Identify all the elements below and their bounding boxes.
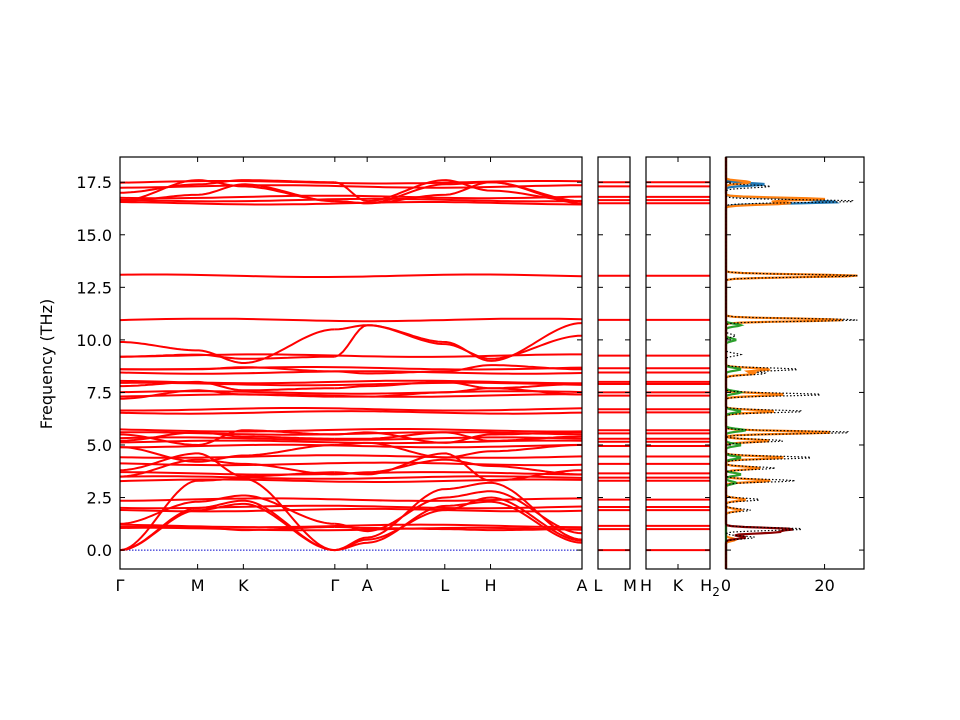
band-line [334,452,583,482]
band-line [120,353,335,360]
y-tick-label: 0.0 [87,541,112,560]
x-tick-label: M [191,576,205,595]
band-line [119,317,583,323]
band-line [119,436,583,441]
band-line [119,475,583,480]
x-tick-label: M [623,576,637,595]
band-line [120,366,335,373]
band-line [334,364,582,375]
band-line [334,490,583,535]
band-line [119,477,335,552]
band-line [119,502,335,552]
x-tick-label: H2 [700,576,720,599]
x-tick-label: H [485,576,497,595]
dos-series-3 [724,157,794,569]
band-line [120,443,583,449]
dos-series-1 [724,157,858,569]
band-line [120,380,335,392]
band-line [119,428,583,433]
band-line [334,380,582,390]
band-line [334,500,583,552]
y-tick-label: 15.0 [76,226,112,245]
band-line [334,181,583,205]
y-tick-label: 7.5 [87,383,112,402]
band-panel-main: Γ M K Γ A L H A 0.0 2.5 5.0 7.5 10.0 12.5 15.0 17.5 [76,156,588,595]
band-line [119,197,583,203]
x-tick-label: K [673,576,684,595]
band-line [119,410,583,415]
panel-frame [119,156,583,570]
band-line [119,370,583,375]
band-line [119,184,583,189]
band-line [334,431,582,444]
band-line [334,441,582,459]
band-line [119,273,583,278]
band-line [120,526,335,532]
band-line [119,458,335,478]
band-line [119,454,583,459]
band-line [119,497,583,502]
x-tick-label: K [238,576,249,595]
band-line [334,387,582,398]
x-tick-label: Γ [330,576,339,595]
x-tick-label: 0 [721,576,731,595]
y-axis-label: Frequency (THz) [37,299,56,429]
band-line [119,452,335,478]
y-tick-label: 2.5 [87,489,112,508]
dos-series-4 [725,157,858,569]
x-tick-label: A [362,576,373,595]
band-line [334,179,582,203]
dos-series-0 [724,157,840,569]
band-line [119,494,335,525]
band-line [120,179,335,194]
band-line [120,389,335,400]
band-line [119,461,583,467]
panel-frame [597,156,631,570]
band-line [120,429,335,447]
band-line [120,328,335,364]
band-panel-h-k-h2: H K H2 [640,156,720,599]
band-line [119,526,583,532]
panel-frame [725,156,865,570]
band-line [334,322,583,362]
y-tick-label: 12.5 [76,278,112,297]
band-line [334,496,583,552]
band-line [334,526,582,532]
band-line [119,507,583,513]
y-tick-label: 10.0 [76,331,112,350]
x-tick-label: 20 [814,576,834,595]
x-tick-label: A [577,576,588,595]
band-line [334,458,582,476]
x-tick-label: L [440,576,449,595]
x-tick-label-subscript: 2 [712,585,720,599]
x-tick-label: H [640,576,652,595]
x-tick-label: Γ [116,576,125,595]
x-tick-label: L [594,576,603,595]
band-line [120,183,335,203]
dos-panel: 0 20 [721,156,865,595]
band-line [334,431,582,442]
band-line [119,194,583,200]
band-line [119,444,335,463]
y-tick-label: 5.0 [87,436,112,455]
band-line [120,407,583,412]
y-tick-label: 17.5 [76,173,112,192]
